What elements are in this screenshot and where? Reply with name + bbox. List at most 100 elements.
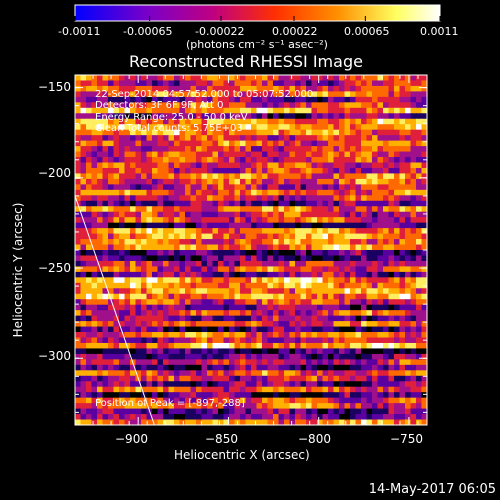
heatmap-cell <box>399 239 406 246</box>
heatmap-cell <box>306 375 313 382</box>
heatmap-cell <box>229 315 236 322</box>
heatmap-cell <box>212 359 219 366</box>
heatmap-cell <box>416 364 423 371</box>
heatmap-cell <box>91 85 98 93</box>
heatmap-cell <box>416 315 423 322</box>
heatmap-cell <box>130 167 137 175</box>
heatmap-cell <box>295 348 302 355</box>
heatmap-cell <box>355 288 362 295</box>
heatmap-cell <box>130 397 137 404</box>
heatmap-cell <box>223 375 230 382</box>
heatmap-cell <box>300 326 307 333</box>
heatmap-cell <box>97 233 104 240</box>
heatmap-cell <box>289 173 296 180</box>
heatmap-cell <box>311 392 318 399</box>
heatmap-cell <box>355 293 362 300</box>
heatmap-cell <box>394 146 401 153</box>
heatmap-cell <box>355 102 362 109</box>
heatmap-cell <box>377 184 384 191</box>
heatmap-cell <box>229 85 236 93</box>
heatmap-cell <box>245 217 252 224</box>
heatmap-cell <box>212 250 219 257</box>
heatmap-cell <box>113 206 120 213</box>
heatmap-cell <box>146 419 153 425</box>
heatmap-cell <box>394 271 401 278</box>
heatmap-cell <box>174 80 181 87</box>
heatmap-cell <box>86 353 93 360</box>
heatmap-cell <box>196 288 203 295</box>
heatmap-cell <box>179 326 186 333</box>
heatmap-cell <box>223 414 230 421</box>
heatmap-cell <box>234 206 241 213</box>
heatmap-cell <box>97 342 104 350</box>
heatmap-cell <box>278 271 285 278</box>
heatmap-cell <box>229 414 236 421</box>
heatmap-cell <box>163 124 170 131</box>
heatmap-cell <box>179 85 186 93</box>
heatmap-cell <box>223 244 230 251</box>
heatmap-cell <box>394 397 401 404</box>
heatmap-cell <box>311 118 318 125</box>
heatmap-cell <box>317 135 324 142</box>
heatmap-cell <box>361 359 368 366</box>
heatmap-cell <box>190 260 197 268</box>
heatmap-cell <box>410 282 417 289</box>
heatmap-cell <box>179 348 186 355</box>
heatmap-cell <box>119 337 126 344</box>
heatmap-cell <box>377 102 384 109</box>
heatmap-cell <box>267 151 274 158</box>
heatmap-cell <box>108 211 115 218</box>
heatmap-cell <box>196 157 203 164</box>
heatmap-cell <box>284 85 291 93</box>
heatmap-cell <box>229 332 236 339</box>
heatmap-cell <box>350 392 357 399</box>
heatmap-cell <box>278 135 285 142</box>
heatmap-cell <box>366 337 373 344</box>
heatmap-cell <box>141 113 148 120</box>
heatmap-cell <box>113 392 120 399</box>
heatmap-cell <box>355 266 362 273</box>
heatmap-cell <box>91 288 98 295</box>
heatmap-cell <box>218 266 225 273</box>
heatmap-cell <box>251 414 258 421</box>
heatmap-cell <box>306 337 313 344</box>
heatmap-cell <box>185 255 192 262</box>
heatmap-cell <box>185 271 192 278</box>
heatmap-cell <box>289 206 296 213</box>
heatmap-cell <box>311 195 318 202</box>
heatmap-cell <box>75 266 82 273</box>
heatmap-cell <box>344 260 351 268</box>
heatmap-cell <box>410 293 417 300</box>
heatmap-cell <box>372 233 379 240</box>
heatmap-cell <box>311 124 318 131</box>
heatmap-cell <box>278 332 285 339</box>
heatmap-cell <box>273 293 280 300</box>
heatmap-cell <box>157 364 164 371</box>
heatmap-cell <box>190 140 197 147</box>
heatmap-cell <box>119 184 126 191</box>
heatmap-cell <box>262 75 269 82</box>
heatmap-cell <box>284 102 291 109</box>
heatmap-cell <box>146 124 153 131</box>
heatmap-cell <box>262 151 269 158</box>
heatmap-cell <box>300 364 307 371</box>
heatmap-cell <box>405 206 412 213</box>
heatmap-cell <box>333 135 340 142</box>
heatmap-cell <box>97 157 104 164</box>
heatmap-cell <box>372 96 379 103</box>
heatmap-cell <box>152 102 159 109</box>
heatmap-cell <box>146 260 153 268</box>
energy-range-text: Energy Range: 25.0 - 50.0 keV <box>95 112 248 123</box>
heatmap-cell <box>152 173 159 180</box>
heatmap-cell <box>240 151 247 158</box>
heatmap-cell <box>311 184 318 191</box>
heatmap-cell <box>328 222 335 229</box>
heatmap-cell <box>300 124 307 131</box>
heatmap-cell <box>366 91 373 98</box>
heatmap-cell <box>311 288 318 295</box>
heatmap-cell <box>179 337 186 344</box>
heatmap-cell <box>377 167 384 175</box>
heatmap-cell <box>113 233 120 240</box>
heatmap-cell <box>157 348 164 355</box>
heatmap-cell <box>416 414 423 421</box>
